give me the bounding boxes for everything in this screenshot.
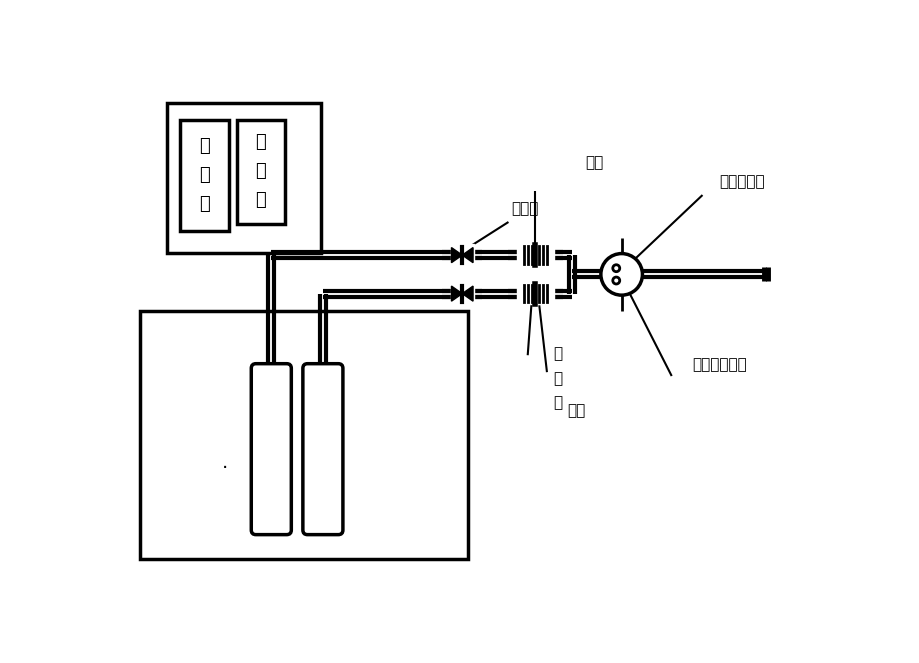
Bar — [180, 119, 229, 231]
Text: 变
频
器: 变 频 器 — [199, 137, 210, 213]
Text: 控
制
器: 控 制 器 — [255, 133, 266, 210]
Bar — [516, 283, 553, 304]
Bar — [450, 282, 473, 305]
Text: 蝶阀: 蝶阀 — [566, 403, 584, 418]
Circle shape — [612, 277, 619, 284]
Text: 单
项
阀: 单 项 阀 — [552, 346, 562, 410]
Polygon shape — [451, 286, 461, 301]
Bar — [141, 310, 467, 560]
Text: 电接点压力表: 电接点压力表 — [691, 357, 746, 372]
FancyBboxPatch shape — [302, 364, 343, 534]
Circle shape — [612, 265, 619, 272]
Bar — [450, 243, 473, 267]
Circle shape — [600, 253, 641, 295]
Text: 蝶阀: 蝶阀 — [584, 155, 603, 170]
Polygon shape — [461, 286, 472, 301]
Polygon shape — [461, 247, 472, 263]
Bar — [167, 103, 321, 253]
FancyBboxPatch shape — [251, 364, 291, 534]
Text: 单向阀: 单向阀 — [511, 202, 539, 216]
Text: 远传压力表: 远传压力表 — [719, 174, 765, 189]
Text: ·: · — [221, 459, 228, 478]
Polygon shape — [451, 247, 461, 263]
Bar — [516, 245, 553, 266]
Bar — [236, 119, 285, 223]
